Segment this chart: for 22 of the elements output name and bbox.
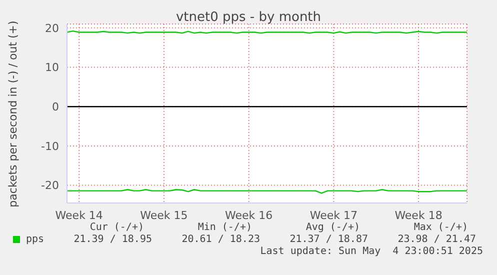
y-tick-label: 20 [45,22,59,35]
text: Avg (-/+) [304,222,360,233]
y-tick-label: -10 [41,140,59,153]
x-tick-label: Week 14 [55,208,103,222]
x-tick-label: Week 16 [225,208,273,222]
y-tick-label: 0 [52,100,59,114]
y-tick-label: 10 [45,61,59,74]
text: 23.98 / 21.47 [396,234,476,245]
x-tick-label: Week 15 [140,208,188,222]
text: 21.39 / 18.95 [72,234,152,245]
x-tick-label: Week 17 [310,208,358,222]
text: Max (-/+) [412,222,468,233]
x-tick-label: Week 18 [394,208,442,222]
text: 21.37 / 18.87 [288,234,368,245]
y-axis-title: packets per second in (-) / out (+) [6,20,20,208]
text: 20.61 / 18.23 [180,234,260,245]
chart-title: vtnet0 pps - by month [176,10,322,25]
text: Last update: Sun May 4 23:00:51 2025 [260,246,483,257]
y-tick-label: -20 [41,179,59,192]
text: Min (-/+) [196,222,252,233]
legend-label: pps [25,234,44,245]
text: Cur (-/+) [88,222,144,233]
